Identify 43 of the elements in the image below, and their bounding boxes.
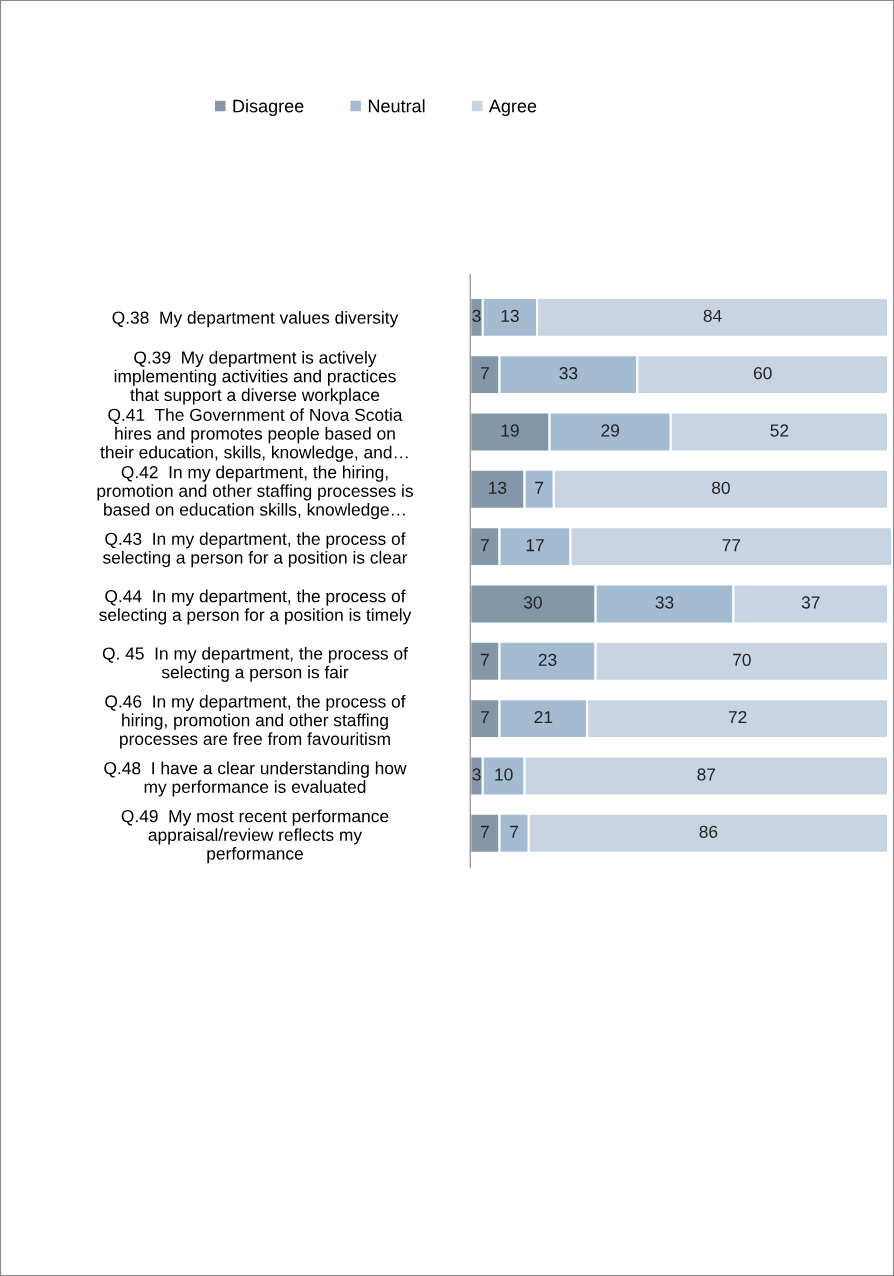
data-label: 7	[480, 539, 489, 552]
data-label: 80	[712, 481, 730, 494]
data-label: 86	[699, 825, 718, 838]
data-label: 60	[753, 367, 772, 380]
legend-label: Disagree	[233, 99, 304, 117]
y-tick-label: Q. 45 In my department, the process of selecting a person is fair	[102, 646, 408, 682]
data-label: 70	[733, 653, 751, 666]
data-label: 29	[601, 424, 620, 437]
data-label: 7	[480, 653, 489, 666]
data-label: 33	[655, 596, 674, 609]
y-tick-label: Q.49 My most recent performance appraisal/review reflects my performance	[121, 809, 389, 864]
data-label: 7	[480, 711, 489, 724]
data-label: 87	[697, 768, 716, 781]
legend-label: Agree	[488, 99, 537, 117]
y-tick-label: Q.38 My department values diversity	[112, 311, 399, 328]
data-label: 30	[523, 596, 542, 609]
y-tick-label: Q.42 In my department, the hiring, promotion and other staffing processes is based on education skills, knowledge…	[97, 465, 413, 520]
y-tick-label: Q.46 In my department, the process of hiring, promotion and other staffing processes are free from favouritism	[105, 694, 406, 749]
y-tick-label: Q.48 I have a clear understanding how my performance is evaluated	[104, 761, 407, 797]
data-label: 10	[495, 768, 513, 781]
data-label: 7	[535, 481, 544, 494]
y-tick-label: Q.39 My department is actively implementing activities and practices that support a diverse workplace	[114, 350, 396, 405]
data-label: 37	[801, 596, 820, 609]
data-label: 13	[489, 481, 507, 494]
data-label: 33	[559, 367, 578, 380]
data-label: 3	[472, 309, 481, 322]
y-tick-label: Q.43 In my department, the process of selecting a person for a position is clear	[102, 532, 408, 568]
data-label: 3	[472, 768, 481, 781]
data-label: 21	[534, 710, 553, 724]
y-tick-label: Q.41 The Government of Nova Scotia hires and promotes people based on their education, skills, knowledge, and…	[100, 408, 408, 462]
data-label: 13	[501, 309, 519, 322]
y-tick-label: Q.44 In my department, the process of selecting a person for a position is timely	[99, 589, 412, 625]
data-label: 52	[770, 424, 789, 437]
legend-label: Neutral	[368, 99, 425, 113]
data-label: 23	[538, 653, 557, 666]
data-label: 19	[501, 424, 519, 437]
data-label: 77	[722, 539, 741, 552]
data-label: 7	[480, 825, 489, 838]
data-label: 84	[703, 309, 722, 322]
data-label: 17	[526, 539, 544, 552]
data-label: 7	[480, 367, 489, 380]
data-label: 7	[510, 825, 519, 838]
data-label: 72	[728, 710, 747, 724]
